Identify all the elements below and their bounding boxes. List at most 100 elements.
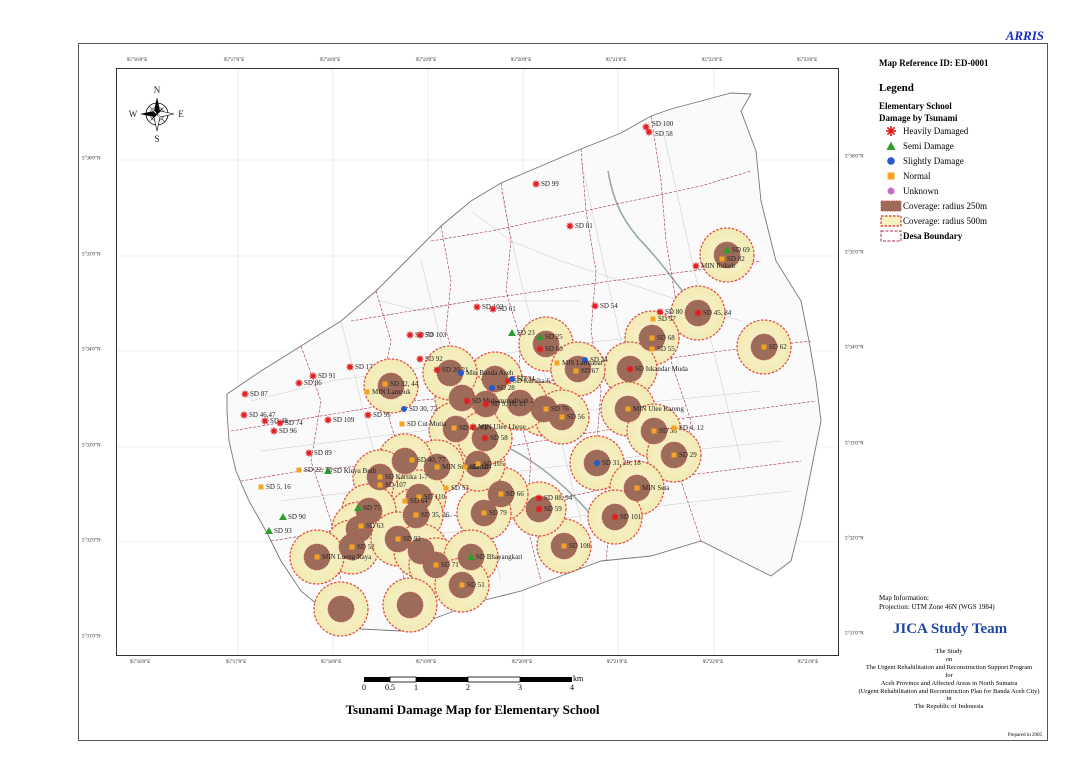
school-marker[interactable]: SD 35, 36: [413, 511, 450, 519]
school-marker[interactable]: SD 60: [536, 345, 564, 353]
school-marker[interactable]: SD 70: [406, 331, 434, 339]
school-marker[interactable]: SD 68: [649, 334, 676, 342]
school-marker[interactable]: SD 4, 12: [671, 424, 705, 432]
school-marker[interactable]: SD 75: [354, 504, 381, 512]
school-marker[interactable]: SD 29: [671, 451, 698, 459]
school-marker[interactable]: SD 88, 94: [535, 494, 573, 502]
school-marker[interactable]: SD 20,21: [433, 366, 469, 374]
school-marker[interactable]: SD 17: [346, 363, 374, 371]
school-marker[interactable]: SD 32, 44: [382, 380, 419, 388]
school-marker[interactable]: SD 40, 77: [409, 456, 446, 464]
school-marker[interactable]: SD 54: [591, 302, 619, 310]
school-marker[interactable]: SD 107: [377, 481, 407, 489]
heavy-damage-icon: [309, 372, 317, 380]
school-marker[interactable]: SD 53: [443, 484, 470, 492]
school-marker[interactable]: SD 59: [535, 505, 563, 513]
school-marker[interactable]: SD 79: [481, 509, 508, 517]
school-marker[interactable]: SD 57: [650, 315, 677, 323]
school-marker[interactable]: MIN Ulee Lheue: [469, 423, 526, 431]
school-marker[interactable]: SD 48: [261, 417, 289, 425]
school-marker[interactable]: MIN Seta: [634, 484, 671, 492]
school-marker[interactable]: SD 56: [559, 413, 586, 421]
school-marker[interactable]: SD 51: [459, 581, 486, 589]
school-marker[interactable]: SD 23: [508, 329, 535, 337]
school-marker[interactable]: SD 95: [364, 411, 392, 419]
study-line: The Study: [935, 648, 963, 655]
school-marker[interactable]: SD 103: [416, 331, 447, 339]
school-marker[interactable]: SD 46,47: [240, 411, 276, 419]
school-marker[interactable]: SD 82: [719, 255, 746, 263]
school-marker[interactable]: SD 55: [649, 345, 676, 353]
school-marker[interactable]: SD Cut Mutia: [399, 420, 448, 428]
school-marker[interactable]: SD 22, 75: [296, 466, 333, 474]
school-marker[interactable]: SD 24: [582, 356, 608, 364]
map-info-projection: Projection: UTM Zone 46N (WGS 1984): [879, 603, 995, 611]
legend-label: Slightly Damage: [903, 155, 964, 166]
school-marker[interactable]: SD 71: [433, 561, 460, 569]
school-marker[interactable]: MIS Lamjabat: [554, 359, 603, 367]
school-marker[interactable]: SD 76: [543, 405, 570, 413]
school-marker[interactable]: SD 99: [532, 180, 560, 188]
school-marker[interactable]: SD 30, 72: [401, 405, 438, 413]
heavy-damage-icon: [611, 513, 619, 521]
school-marker[interactable]: SD 93: [265, 527, 292, 535]
school-marker[interactable]: SD 92: [416, 355, 444, 363]
school-marker[interactable]: SD 81: [566, 222, 594, 230]
school-marker[interactable]: SD Muhammadiyah 2: [463, 397, 535, 405]
school-marker[interactable]: SD 86: [295, 379, 323, 387]
school-marker[interactable]: SD 5, 16: [258, 483, 292, 491]
school-marker[interactable]: SD 74: [276, 419, 304, 427]
school-marker[interactable]: SD 58: [645, 128, 674, 139]
school-marker[interactable]: SD 66: [498, 490, 525, 498]
school-marker[interactable]: SD Iskandar Muda: [626, 365, 689, 373]
study-line: on: [945, 655, 953, 663]
school-marker[interactable]: SD 104: [462, 463, 492, 471]
normal-square-icon: [879, 170, 903, 182]
school-marker[interactable]: SD 36: [651, 427, 678, 435]
scale-label: 1: [414, 683, 418, 692]
school-marker[interactable]: SD 96: [270, 427, 298, 435]
school-marker[interactable]: SD 108: [561, 542, 591, 550]
school-marker[interactable]: SD Kleyu Budi: [324, 467, 376, 475]
school-marker[interactable]: Min Banda Aceh: [458, 369, 514, 377]
school-marker[interactable]: SD 45, 84: [694, 309, 732, 317]
scale-label: 4: [570, 683, 574, 692]
school-marker[interactable]: SD 87: [241, 390, 269, 398]
school-marker[interactable]: SD Kartika 1-7: [377, 473, 429, 481]
school-marker[interactable]: SD 91: [309, 372, 337, 380]
school-marker[interactable]: SD 80: [656, 308, 684, 316]
heavy-damage-icon: [295, 379, 303, 387]
school-marker[interactable]: SD 58: [481, 434, 509, 442]
school-marker[interactable]: SD 61: [489, 305, 517, 313]
school-marker[interactable]: MIN Lampuk: [364, 388, 412, 396]
school-marker[interactable]: SD 63: [358, 522, 385, 530]
map-canvas[interactable]: N S E W SD 100 SD 58 SD 99 SD 81 SD 69 SD 82 M…: [116, 68, 839, 656]
school-marker[interactable]: SD 34: [509, 375, 535, 383]
study-line: The Urgent Rehabilitation and Reconstruc…: [865, 663, 1033, 671]
school-marker[interactable]: SD 52: [349, 543, 376, 551]
school-label: SD 69: [732, 246, 750, 254]
school-marker[interactable]: SD 101: [611, 513, 642, 521]
school-marker[interactable]: SD 92: [395, 535, 422, 543]
school-marker[interactable]: SD 62: [761, 343, 788, 351]
school-marker[interactable]: MIN Ulee Kareng: [625, 405, 685, 413]
school-marker[interactable]: SD 28: [489, 384, 515, 392]
school-label: SD 96: [279, 427, 297, 435]
school-marker[interactable]: SD 90: [279, 513, 306, 521]
school-marker[interactable]: MIN Lueng Raya: [314, 553, 373, 561]
school-marker[interactable]: SD 110: [416, 493, 446, 501]
heavy-damage-icon: [416, 331, 424, 339]
school-marker[interactable]: SD 9, 10, 11: [482, 400, 527, 408]
school-marker[interactable]: SD 105: [475, 460, 505, 468]
school-marker[interactable]: SD 69: [723, 246, 750, 254]
school-marker[interactable]: MIN Rukoh: [692, 262, 736, 270]
school-marker[interactable]: SD 64: [402, 497, 429, 505]
school-marker[interactable]: SD 67: [573, 367, 600, 375]
school-marker[interactable]: SD 100: [642, 120, 674, 131]
school-marker[interactable]: SD 31, 19, 18: [594, 459, 641, 467]
school-marker[interactable]: SD 25: [536, 333, 563, 341]
school-marker[interactable]: SD 109: [324, 416, 355, 424]
school-marker[interactable]: SD Bhayangkari: [467, 553, 523, 561]
school-marker[interactable]: SD 89: [305, 449, 333, 457]
latitude-label-left: 5°31'0"N: [82, 634, 101, 640]
